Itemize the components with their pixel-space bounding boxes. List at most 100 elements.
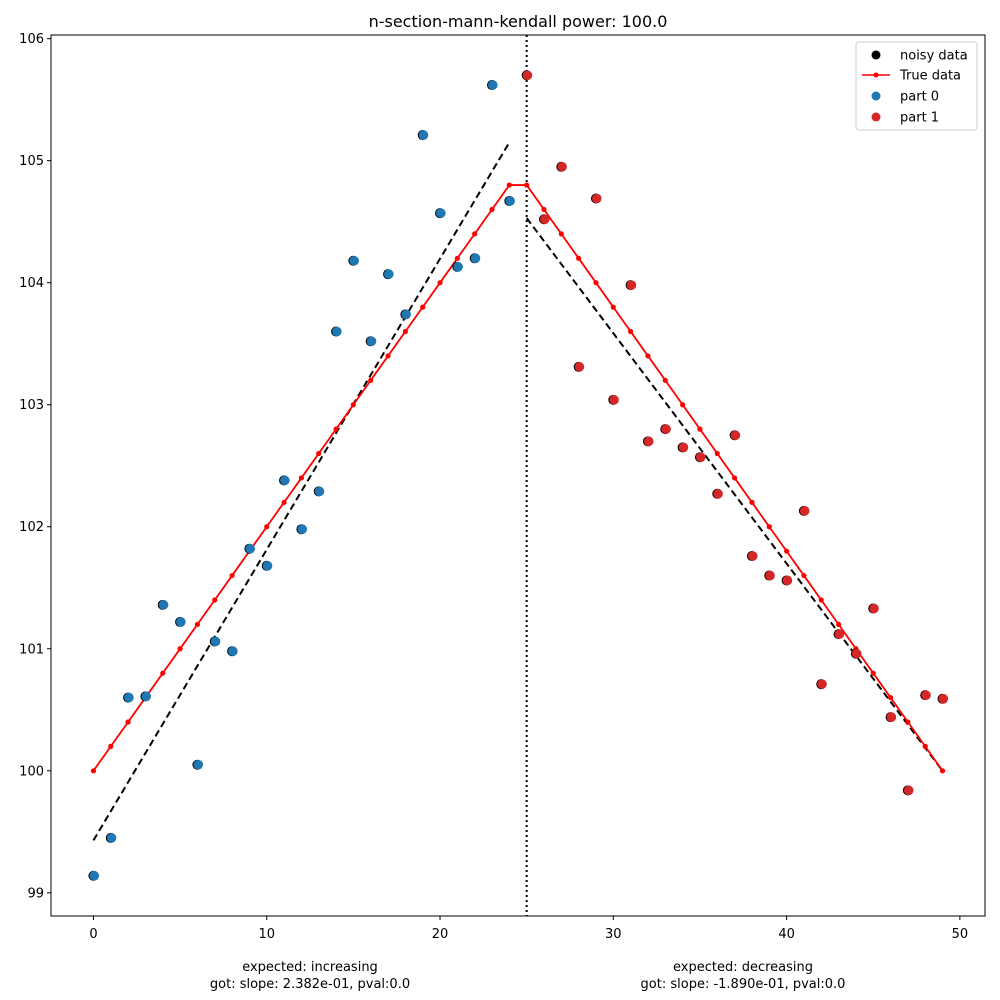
true-data-point [194, 621, 201, 627]
true-data-point [680, 402, 686, 408]
true-data-point [697, 426, 703, 432]
true-data-point [108, 743, 114, 749]
part-1-point [851, 648, 862, 659]
true-data-point [368, 377, 374, 383]
x-tick-label: 30 [605, 927, 622, 942]
true-data-point [420, 304, 426, 310]
part-1-point [765, 570, 775, 581]
true-data-point [264, 524, 270, 530]
true-data-point [333, 426, 339, 432]
x-tick-label: 20 [432, 927, 449, 942]
true-data-point [905, 719, 911, 725]
y-axis: 99 100 101 102 103 104 105 106 [19, 32, 51, 901]
part-0-point [349, 255, 359, 266]
true-data-point [437, 280, 443, 286]
x-tick-label: 0 [89, 927, 97, 942]
part-1-point [643, 436, 654, 447]
true-data-point [350, 402, 356, 408]
part-1-point [938, 694, 949, 704]
x-tick-label: 10 [258, 927, 275, 942]
true-data-point [645, 353, 651, 359]
part-0-point [366, 336, 377, 347]
true-data-point [593, 280, 599, 286]
part-1-point [886, 712, 897, 722]
annotation-part-1-expected: expected: decreasing [673, 960, 813, 975]
annotations: expected: increasing got: slope: 2.382e-… [210, 960, 846, 992]
part-0-point [418, 130, 429, 140]
part-0-point [470, 253, 481, 264]
fit-line-part-0 [92, 141, 511, 841]
y-tick-label: 101 [19, 642, 44, 657]
true-data-point [524, 182, 530, 188]
annotation-part-1-got: got: slope: -1.890e-01, pval:0.0 [641, 977, 846, 992]
part-0-point [124, 692, 134, 703]
true-data-point [177, 646, 183, 652]
part-1-point [591, 193, 602, 204]
part-1-point [557, 161, 567, 172]
part-1-point [609, 395, 619, 405]
true-data-point [472, 231, 478, 237]
y-tick-label: 106 [19, 32, 44, 47]
legend-box [855, 41, 978, 131]
true-data-point [714, 450, 720, 457]
part-0-point [106, 833, 117, 843]
true-data-point [212, 597, 218, 603]
legend-marker-true-data [873, 72, 879, 78]
part-1-point [539, 214, 550, 225]
fit-lines [92, 141, 944, 841]
part-0-point [297, 524, 307, 534]
part-1-point [626, 280, 637, 290]
true-data-point [506, 182, 512, 188]
part-1-point [678, 442, 689, 453]
x-tick-label: 50 [952, 927, 969, 942]
true-data-point [922, 743, 928, 749]
true-data-point [749, 499, 755, 505]
part-0-point [332, 326, 342, 337]
plot-area [88, 35, 949, 916]
part-0-point [228, 646, 238, 657]
true-data-point [316, 450, 322, 457]
legend-label-part-0: part 0 [900, 90, 939, 105]
true-data-point [489, 206, 495, 213]
part-1-point [921, 690, 931, 700]
y-tick-label: 100 [19, 764, 44, 779]
part-0-point [210, 636, 221, 647]
y-tick-label: 103 [19, 398, 44, 413]
part-0-point [193, 759, 204, 770]
true-data-point [732, 475, 738, 481]
true-data-point [281, 499, 287, 505]
y-tick-label: 99 [27, 886, 44, 901]
true-data-point [835, 621, 842, 627]
part-0-point [158, 600, 169, 610]
true-data-point [801, 572, 807, 579]
true-data-point [229, 572, 235, 579]
true-data-point [558, 231, 564, 237]
part-1-point [574, 362, 585, 372]
part-0-point [436, 208, 446, 218]
legend-label-part-1: part 1 [900, 111, 939, 126]
x-tick-label: 40 [778, 927, 795, 942]
part-0-point [453, 262, 463, 272]
part-1-point [747, 551, 758, 561]
part-1-point [522, 70, 533, 81]
legend-marker-part-0 [871, 91, 881, 101]
part-1-point [695, 452, 706, 462]
part-0-point [141, 691, 152, 702]
true-data-point [766, 524, 772, 530]
true-data-point [125, 719, 131, 725]
legend-label-true-data: True data [899, 69, 961, 84]
true-data-point [454, 255, 460, 261]
true-data-point [385, 353, 391, 359]
part-1-point [799, 506, 810, 516]
part-1-point [869, 603, 879, 614]
true-data-point [402, 328, 408, 335]
x-axis: 0 10 20 30 40 50 [89, 916, 968, 942]
part-0-point [89, 870, 100, 881]
true-data-point [783, 548, 790, 554]
fit-line-part-1 [525, 217, 944, 772]
true-data-layer [90, 182, 946, 774]
true-data-point [541, 206, 547, 213]
legend: noisy data True data part 0 part 1 [855, 41, 978, 131]
